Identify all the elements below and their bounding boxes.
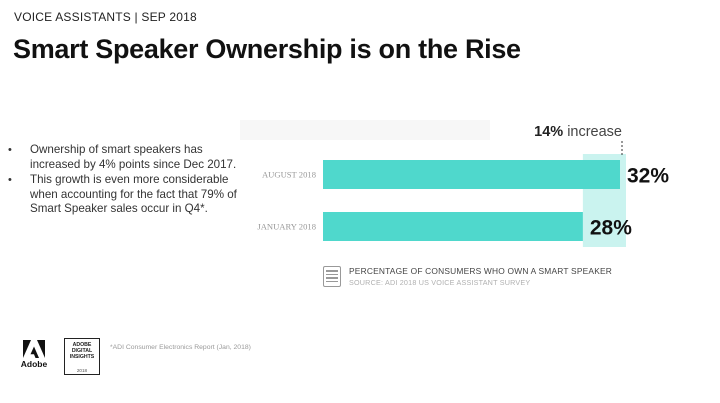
value-label: 28%: [590, 217, 632, 240]
increase-annotation-text: increase: [567, 124, 622, 140]
adobe-logo: Adobe: [18, 340, 50, 369]
footnote: *ADI Consumer Electronics Report (Jan, 2…: [110, 344, 251, 351]
ownership-bar-chart: AUGUST 2018 32% JANUARY 2018 28% 14% increas…: [240, 120, 669, 247]
value-label: 32%: [627, 165, 669, 188]
watermark-decoration: [240, 120, 490, 140]
document-icon: [323, 266, 341, 287]
adi-year: 2018: [76, 368, 88, 373]
bar-august-2018: [323, 160, 620, 189]
bullet-list: Ownership of smart speakers has increase…: [8, 143, 240, 218]
bar-january-2018: [323, 212, 583, 241]
legend-source: SOURCE: ADI 2018 US VOICE ASSISTANT SURV…: [349, 278, 531, 287]
increase-annotation: 14% increase: [534, 124, 622, 140]
chart-legend: PERCENTAGE OF CONSUMERS WHO OWN A SMART …: [323, 266, 612, 288]
adobe-logo-icon: [23, 340, 45, 358]
adobe-wordmark: Adobe: [20, 359, 48, 369]
category-label: AUGUST 2018: [262, 170, 316, 180]
increase-annotation-value: 14%: [534, 124, 567, 140]
adi-line: DIGITAL: [71, 348, 93, 354]
category-label: JANUARY 2018: [257, 222, 316, 232]
report-kicker: VOICE ASSISTANTS | SEP 2018: [14, 10, 197, 24]
adi-line: INSIGHTS: [69, 354, 95, 360]
adobe-digital-insights-logo: ADOBE DIGITAL INSIGHTS 2018: [64, 338, 100, 375]
bullet-item: This growth is even more considerable wh…: [8, 173, 240, 217]
page-title: Smart Speaker Ownership is on the Rise: [13, 34, 521, 64]
bullet-item: Ownership of smart speakers has increase…: [8, 143, 240, 172]
legend-title: PERCENTAGE OF CONSUMERS WHO OWN A SMART …: [349, 266, 613, 276]
adi-line: ADOBE: [72, 342, 92, 348]
